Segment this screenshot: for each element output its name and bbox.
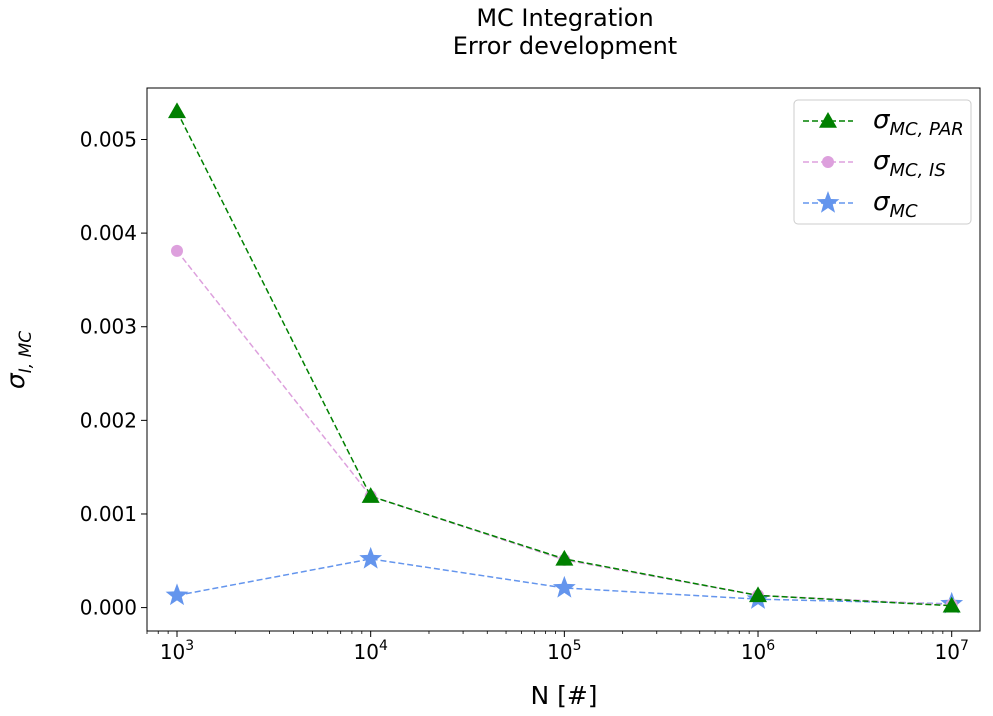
- data-point-triangle: [361, 487, 380, 503]
- chart-title-line-2: Error development: [453, 32, 677, 60]
- legend-box: [793, 99, 972, 225]
- legend-label: σMC: [873, 187, 918, 222]
- x-tick-label: 105: [547, 638, 581, 664]
- data-point-triangle: [555, 549, 574, 566]
- y-tick-label: 0.005: [80, 127, 137, 151]
- legend-label: σMC, IS: [873, 146, 946, 181]
- y-tick-label: 0.003: [80, 315, 137, 339]
- data-point-star: [359, 546, 383, 569]
- legend-label: σMC, PAR: [873, 105, 964, 140]
- legend-entry: σMC: [803, 187, 918, 222]
- y-tick-label: 0.001: [80, 502, 137, 526]
- axes-frame: [146, 87, 981, 632]
- y-tick-label: 0.004: [80, 221, 137, 245]
- plot-area: [165, 102, 964, 614]
- data-point-star: [165, 583, 189, 606]
- data-point-star: [552, 575, 576, 598]
- legend-marker-star: [816, 191, 840, 213]
- chart-title-line-1: MC Integration: [476, 4, 653, 32]
- legend-entry: σMC, IS: [803, 146, 946, 181]
- data-point-triangle: [168, 102, 187, 119]
- series-triangle: [168, 102, 961, 613]
- x-axis-label: N [#]: [530, 681, 597, 710]
- data-point-circle: [171, 244, 184, 257]
- y-tick-label: 0.002: [80, 408, 137, 432]
- x-tick-label: 104: [353, 638, 387, 664]
- x-tick-label: 107: [935, 638, 969, 664]
- x-axis: 103 104 105 106 107: [146, 631, 969, 664]
- x-tick-label: 103: [160, 638, 194, 664]
- data-point-triangle: [749, 586, 768, 603]
- legend: σMC, PAR σMC, IS σMC: [793, 99, 972, 225]
- y-tick-label: 0.000: [80, 596, 137, 620]
- data-point-triangle: [942, 596, 961, 613]
- y-axis-label: σI, MC: [1, 331, 36, 389]
- legend-marker-triangle: [819, 112, 837, 128]
- x-tick-label: 106: [741, 638, 775, 664]
- legend-entry: σMC, PAR: [803, 105, 964, 140]
- legend-marker-circle: [822, 156, 834, 168]
- y-axis: 0.000 0.001 0.002 0.003 0.004 0.005: [80, 127, 147, 620]
